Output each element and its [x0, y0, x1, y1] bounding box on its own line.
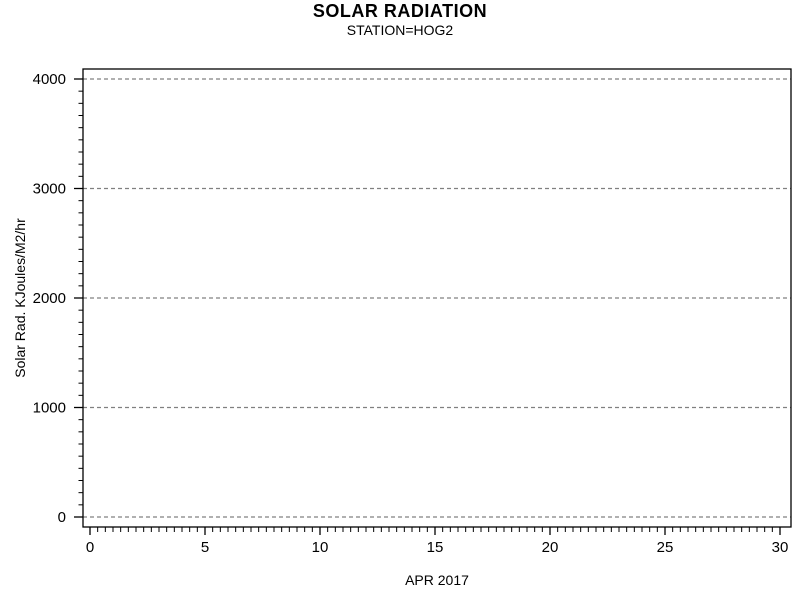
y-axis-label: Solar Rad. KJoules/M2/hr — [12, 218, 28, 378]
y-tick-label: 3000 — [33, 181, 66, 198]
y-tick-label: 2000 — [33, 290, 66, 307]
y-tick-label: 0 — [58, 509, 66, 526]
x-tick-label: 25 — [657, 539, 674, 556]
x-tick-label: 15 — [427, 539, 444, 556]
x-tick-label: 30 — [772, 539, 789, 556]
x-tick-label: 5 — [201, 539, 209, 556]
chart-title: SOLAR RADIATION — [312, 1, 488, 21]
x-tick-label: 10 — [312, 539, 329, 556]
x-tick-label: 0 — [86, 539, 94, 556]
x-tick-label: 20 — [542, 539, 559, 556]
y-tick-label: 4000 — [33, 71, 66, 88]
chart-subtitle: STATION=HOG2 — [346, 22, 454, 38]
x-axis-label: APR 2017 — [405, 572, 469, 588]
y-tick-label: 1000 — [33, 400, 66, 417]
